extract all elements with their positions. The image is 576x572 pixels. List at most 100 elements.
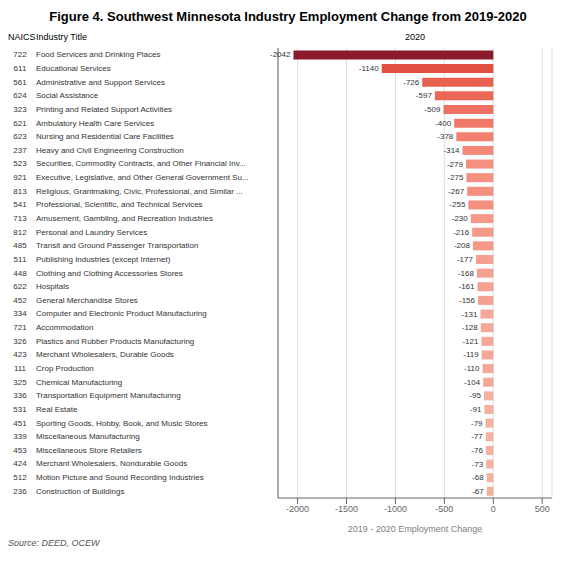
svg-text:Administrative and Support Ser: Administrative and Support Services: [36, 78, 165, 87]
svg-text:722: 722: [13, 50, 27, 59]
svg-text:236: 236: [13, 487, 27, 496]
svg-text:523: 523: [13, 159, 27, 168]
svg-text:Clothing and Clothing Accessor: Clothing and Clothing Accessories Stores: [36, 269, 183, 278]
svg-text:-208: -208: [454, 241, 471, 250]
svg-text:Motion Picture and Sound Recor: Motion Picture and Sound Recording Indus…: [36, 473, 204, 482]
svg-text:-597: -597: [416, 91, 433, 100]
svg-text:Miscellaneous Store Retailers: Miscellaneous Store Retailers: [36, 446, 142, 455]
svg-text:531: 531: [13, 405, 27, 414]
svg-text:111: 111: [14, 364, 27, 373]
svg-text:0: 0: [491, 504, 496, 514]
svg-text:334: 334: [13, 309, 27, 318]
svg-text:237: 237: [13, 146, 27, 155]
svg-text:-73: -73: [472, 460, 484, 469]
svg-text:Securities, Commodity Contract: Securities, Commodity Contracts, and Oth…: [36, 159, 246, 168]
svg-text:Real Estate: Real Estate: [36, 405, 78, 414]
svg-text:Professional, Scientific, and: Professional, Scientific, and Technical …: [36, 200, 203, 209]
svg-text:-79: -79: [471, 419, 483, 428]
svg-text:Construction of Buildings: Construction of Buildings: [36, 487, 125, 496]
svg-text:-255: -255: [449, 200, 466, 209]
svg-text:Social Assistance: Social Assistance: [36, 91, 99, 100]
svg-text:611: 611: [14, 64, 27, 73]
svg-text:Miscellaneous Manufacturing: Miscellaneous Manufacturing: [36, 432, 140, 441]
svg-text:Sporting Goods, Hobby, Book, a: Sporting Goods, Hobby, Book, and Music S…: [36, 419, 208, 428]
svg-text:423: 423: [13, 350, 27, 359]
svg-text:Computer and Electronic Produc: Computer and Electronic Product Manufact…: [36, 309, 207, 318]
svg-text:-91: -91: [470, 405, 482, 414]
svg-text:-76: -76: [471, 446, 483, 455]
svg-text:-509: -509: [424, 105, 441, 114]
svg-text:813: 813: [13, 187, 27, 196]
svg-text:Ambulatory Health Care Service: Ambulatory Health Care Services: [36, 119, 154, 128]
svg-text:-726: -726: [403, 78, 420, 87]
svg-text:624: 624: [13, 91, 27, 100]
svg-text:Nursing and Residential Care F: Nursing and Residential Care Facilities: [36, 132, 174, 141]
svg-text:-400: -400: [435, 119, 452, 128]
svg-text:453: 453: [13, 446, 27, 455]
svg-text:500: 500: [535, 504, 550, 514]
svg-text:-216: -216: [453, 228, 470, 237]
svg-text:-119: -119: [463, 350, 479, 359]
svg-text:622: 622: [13, 282, 27, 291]
svg-text:-77: -77: [471, 432, 483, 441]
svg-text:Chemical Manufacturing: Chemical Manufacturing: [36, 378, 122, 387]
svg-text:-1000: -1000: [384, 504, 407, 514]
svg-text:General Merchandise Stores: General Merchandise Stores: [36, 296, 138, 305]
svg-text:-156: -156: [459, 296, 476, 305]
svg-text:452: 452: [13, 296, 27, 305]
svg-text:-279: -279: [447, 160, 464, 169]
svg-text:323: 323: [13, 105, 27, 114]
svg-text:326: 326: [13, 337, 27, 346]
svg-text:-314: -314: [444, 146, 461, 155]
svg-text:-68: -68: [472, 473, 484, 482]
svg-text:Publishing Industries (except: Publishing Industries (except Internet): [36, 255, 171, 264]
svg-text:Crop Production: Crop Production: [36, 364, 94, 373]
svg-text:-378: -378: [437, 132, 454, 141]
svg-text:921: 921: [13, 173, 27, 182]
svg-text:-67: -67: [472, 487, 484, 496]
svg-text:485: 485: [13, 241, 27, 250]
svg-text:812: 812: [13, 228, 27, 237]
svg-text:512: 512: [13, 473, 27, 482]
svg-text:424: 424: [13, 459, 27, 468]
svg-text:336: 336: [13, 391, 27, 400]
svg-text:-131: -131: [461, 310, 478, 319]
svg-text:Food Services and Drinking Pla: Food Services and Drinking Places: [36, 50, 161, 59]
svg-text:-95: -95: [469, 391, 481, 400]
svg-text:Executive, Legislative, and Ot: Executive, Legislative, and Other Genera…: [36, 173, 249, 182]
svg-text:Transit and Ground Passenger T: Transit and Ground Passenger Transportat…: [36, 241, 198, 250]
svg-text:Personal and Laundry Services: Personal and Laundry Services: [36, 228, 147, 237]
svg-text:448: 448: [13, 269, 27, 278]
svg-text:Hospitals: Hospitals: [36, 282, 69, 291]
svg-text:621: 621: [13, 119, 27, 128]
svg-text:339: 339: [13, 432, 27, 441]
svg-text:-230: -230: [452, 214, 469, 223]
svg-text:-275: -275: [447, 173, 464, 182]
svg-text:-1140: -1140: [359, 64, 379, 73]
svg-text:541: 541: [13, 200, 27, 209]
svg-text:-161: -161: [459, 282, 476, 291]
svg-text:-2000: -2000: [286, 504, 309, 514]
svg-text:713: 713: [13, 214, 27, 223]
svg-text:Accommodation: Accommodation: [36, 323, 93, 332]
svg-text:-1500: -1500: [335, 504, 358, 514]
svg-text:Plastics and Rubber Products M: Plastics and Rubber Products Manufacturi…: [36, 337, 194, 346]
svg-text:-168: -168: [458, 269, 475, 278]
svg-text:-104: -104: [464, 378, 481, 387]
svg-text:-110: -110: [464, 364, 480, 373]
svg-text:-267: -267: [448, 187, 465, 196]
svg-text:623: 623: [13, 132, 27, 141]
svg-text:451: 451: [13, 419, 27, 428]
svg-text:325: 325: [13, 378, 27, 387]
svg-text:Religious, Grantmaking, Civic,: Religious, Grantmaking, Civic, Professio…: [36, 187, 243, 196]
svg-text:-500: -500: [435, 504, 453, 514]
svg-text:Amusement, Gambling, and Recre: Amusement, Gambling, and Recreation Indu…: [36, 214, 213, 223]
svg-text:561: 561: [13, 78, 27, 87]
svg-text:Merchant Wholesalers, Nondurab: Merchant Wholesalers, Nondurable Goods: [36, 459, 187, 468]
svg-text:721: 721: [13, 323, 27, 332]
svg-text:-128: -128: [462, 323, 479, 332]
svg-text:-121: -121: [462, 337, 479, 346]
svg-text:Educational Services: Educational Services: [36, 64, 111, 73]
svg-text:Heavy and Civil Engineering Co: Heavy and Civil Engineering Construction: [36, 146, 184, 155]
svg-text:Printing and Related Support A: Printing and Related Support Activities: [36, 105, 172, 114]
